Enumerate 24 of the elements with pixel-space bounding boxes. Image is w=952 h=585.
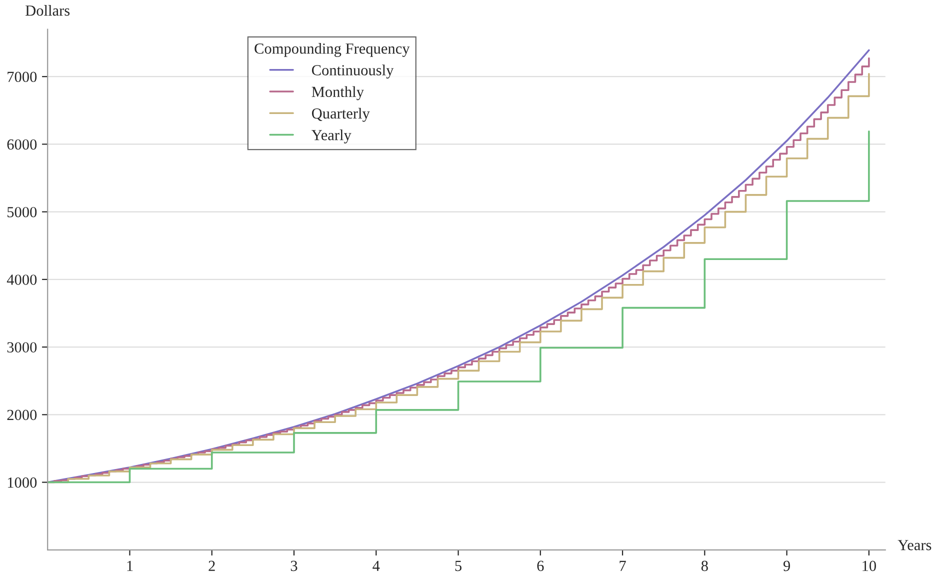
y-tick-label: 6000 (7, 139, 37, 150)
y-tick-label: 7000 (8, 72, 37, 82)
y-tick-label: 5000 (8, 206, 37, 218)
x-tick-label: 3 (290, 560, 298, 572)
legend-label: Monthly (312, 86, 364, 100)
x-tick-label: 9 (783, 560, 790, 572)
x-tick-label: 7 (620, 560, 626, 571)
x-axis-title: Years (898, 540, 932, 550)
legend-label: Yearly (312, 130, 352, 144)
x-tick-label: 8 (701, 560, 708, 572)
y-tick-label: 2000 (7, 410, 37, 420)
x-tick-label: 10 (862, 560, 876, 572)
legend-label: Quarterly (312, 108, 370, 122)
x-tick-label: 6 (537, 560, 544, 572)
x-tick-label: 1 (127, 560, 133, 571)
x-tick-label: 2 (208, 560, 215, 571)
y-tick-label: 4000 (6, 274, 37, 285)
y-tick-label: 3000 (7, 342, 37, 352)
x-tick-label: 5 (455, 560, 462, 572)
x-tick-label: 4 (372, 560, 380, 571)
y-tick-label: 1000 (8, 477, 37, 488)
y-axis-title: Dollars (26, 4, 70, 16)
legend-label: Continuously (312, 64, 394, 79)
legend-title: Compounding Frequency (254, 43, 410, 57)
